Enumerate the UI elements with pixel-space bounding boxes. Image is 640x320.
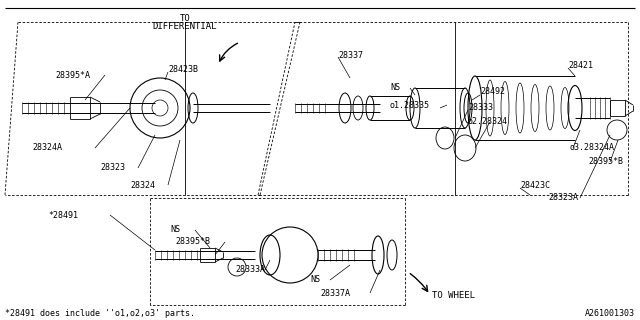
- Text: 28333: 28333: [468, 103, 493, 113]
- Text: TO WHEEL: TO WHEEL: [432, 292, 475, 300]
- Text: 28333A: 28333A: [235, 266, 265, 275]
- Text: 28395*B: 28395*B: [175, 237, 210, 246]
- Text: NS: NS: [390, 84, 400, 92]
- Text: 28337A: 28337A: [320, 289, 350, 298]
- Text: NS: NS: [170, 226, 180, 235]
- Text: NS: NS: [310, 276, 320, 284]
- Text: 28324: 28324: [130, 180, 155, 189]
- Text: 28323: 28323: [100, 164, 125, 172]
- Text: 28395*A: 28395*A: [55, 70, 90, 79]
- Text: 28324A: 28324A: [32, 143, 62, 153]
- Text: o2.28324: o2.28324: [468, 117, 508, 126]
- Text: DIFFERENTIAL: DIFFERENTIAL: [153, 22, 217, 31]
- Text: *28491: *28491: [48, 211, 78, 220]
- Text: 28423C: 28423C: [520, 180, 550, 189]
- Text: 28421: 28421: [568, 60, 593, 69]
- Text: 28492: 28492: [480, 87, 505, 97]
- Text: o1.28335: o1.28335: [390, 100, 430, 109]
- Text: TO: TO: [180, 14, 190, 23]
- Text: 28337: 28337: [338, 51, 363, 60]
- Text: o3.28324A: o3.28324A: [570, 143, 615, 153]
- Text: 28423B: 28423B: [168, 66, 198, 75]
- Text: A261001303: A261001303: [585, 308, 635, 317]
- Text: 28395*B: 28395*B: [588, 157, 623, 166]
- Text: *28491 does include ''o1,o2,o3' parts.: *28491 does include ''o1,o2,o3' parts.: [5, 308, 195, 317]
- Text: 28323A: 28323A: [548, 194, 578, 203]
